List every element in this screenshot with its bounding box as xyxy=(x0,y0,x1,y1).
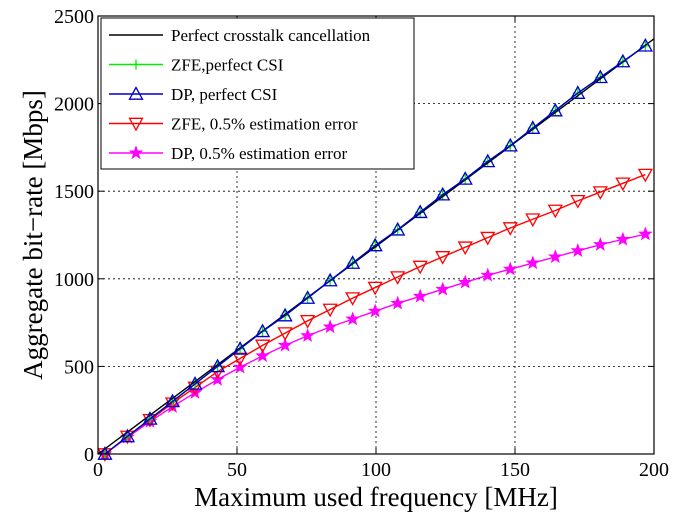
data-point xyxy=(435,281,451,296)
data-point xyxy=(367,303,383,318)
legend-label: DP, 0.5% estimation error xyxy=(171,144,347,163)
data-point xyxy=(480,153,496,168)
data-point xyxy=(435,251,451,265)
data-point xyxy=(232,341,248,355)
series-layer xyxy=(97,37,655,462)
data-point xyxy=(457,274,473,289)
x-tick-label: 200 xyxy=(639,459,669,481)
grid xyxy=(98,16,654,454)
data-point xyxy=(593,236,608,251)
legend-item: Perfect crosstalk cancellation xyxy=(109,26,371,45)
data-point xyxy=(277,327,293,341)
data-point xyxy=(322,272,338,287)
data-point xyxy=(164,393,181,408)
legend-marker xyxy=(131,59,141,70)
legend-label: ZFE,perfect CSI xyxy=(171,56,284,75)
data-point xyxy=(592,186,608,200)
data-point xyxy=(97,446,113,460)
data-point xyxy=(480,267,496,282)
data-point xyxy=(525,120,541,134)
y-tick-label: 1000 xyxy=(54,269,94,291)
legend: Perfect crosstalk cancellation ZFE,perfec… xyxy=(100,17,415,170)
data-point xyxy=(345,292,361,306)
data-point xyxy=(480,231,496,246)
data-point xyxy=(502,137,518,152)
data-point xyxy=(412,260,428,275)
legend-marker xyxy=(128,117,144,132)
data-point xyxy=(570,194,586,209)
data-point xyxy=(322,303,338,318)
data-point xyxy=(570,85,586,99)
data-point xyxy=(638,226,653,241)
data-point xyxy=(119,428,136,443)
y-tick-label: 500 xyxy=(64,356,94,378)
data-point xyxy=(592,69,608,84)
y-tick-label: 2000 xyxy=(54,94,94,116)
data-point xyxy=(322,319,338,334)
data-point xyxy=(525,255,541,270)
data-point xyxy=(367,237,383,252)
legend-label: ZFE, 0.5% estimation error xyxy=(171,115,358,134)
data-point xyxy=(390,271,406,285)
data-point xyxy=(254,339,271,354)
data-point xyxy=(457,241,473,256)
data-point xyxy=(615,231,631,246)
legend-marker xyxy=(128,145,144,160)
series-line xyxy=(104,45,646,455)
data-point xyxy=(367,281,383,296)
legend-item: DP, perfect CSI xyxy=(109,85,278,104)
data-point xyxy=(390,295,405,310)
legend-marker xyxy=(128,86,144,100)
data-point xyxy=(300,290,316,304)
y-tick-label: 0 xyxy=(84,444,94,466)
data-point xyxy=(547,102,563,117)
data-point xyxy=(277,337,293,352)
data-point xyxy=(390,221,406,236)
x-tick-label: 150 xyxy=(500,459,530,481)
data-point xyxy=(345,255,361,269)
data-point xyxy=(277,307,293,322)
data-point xyxy=(435,186,451,201)
y-tick-label: 2500 xyxy=(54,6,94,28)
data-point xyxy=(570,243,586,257)
data-point xyxy=(615,177,631,192)
y-tick-label: 1500 xyxy=(54,181,94,203)
data-point xyxy=(547,204,563,219)
data-point xyxy=(502,222,518,236)
data-point xyxy=(412,288,428,303)
legend-label: Perfect crosstalk cancellation xyxy=(171,26,371,45)
data-point xyxy=(457,171,473,185)
series-dp-perfect-csi xyxy=(97,37,653,460)
data-point xyxy=(142,411,158,425)
data-point xyxy=(300,314,316,329)
legend-item: ZFE,perfect CSI xyxy=(109,56,284,75)
x-axis-label: Maximum used frequency [MHz] xyxy=(194,482,558,512)
legend-label: DP, perfect CSI xyxy=(171,85,278,104)
data-point xyxy=(254,323,271,338)
data-point xyxy=(345,311,360,326)
data-point xyxy=(548,249,563,264)
data-point xyxy=(615,53,631,68)
x-tick-label: 0 xyxy=(93,459,103,481)
x-tick-label: 50 xyxy=(227,459,247,481)
data-point xyxy=(300,328,315,342)
data-point xyxy=(637,37,653,52)
data-point xyxy=(412,204,428,219)
legend-item: DP, 0.5% estimation error xyxy=(109,144,347,163)
data-point xyxy=(525,213,541,228)
y-axis-label: Aggregate bit−rate [Mbps] xyxy=(18,90,48,380)
data-point xyxy=(502,261,518,276)
legend-item: ZFE, 0.5% estimation error xyxy=(109,115,358,134)
data-point xyxy=(209,358,226,373)
data-point xyxy=(232,359,248,374)
data-point xyxy=(255,348,270,363)
data-point xyxy=(187,376,203,390)
data-point xyxy=(637,168,653,183)
x-tick-label: 100 xyxy=(361,459,391,481)
